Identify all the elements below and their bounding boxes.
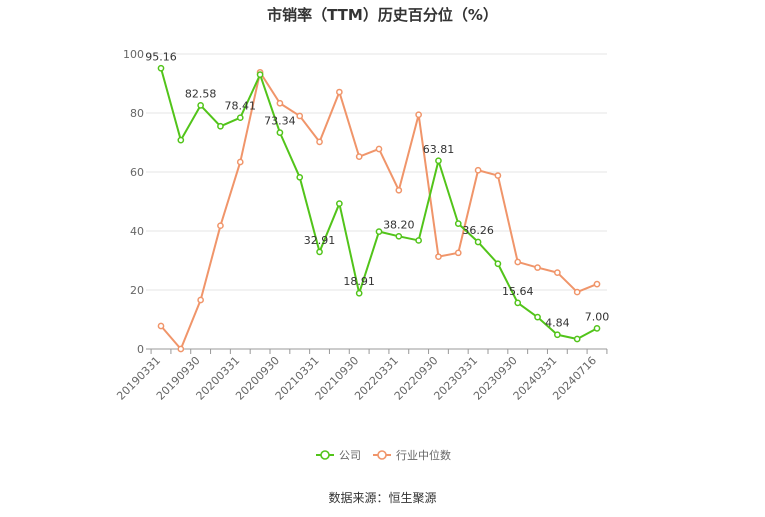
- data-label: 38.20: [383, 218, 415, 231]
- data-point: [375, 145, 383, 153]
- y-tick-label: 100: [123, 48, 144, 61]
- data-label: 36.26: [462, 224, 494, 237]
- legend-item-1[interactable]: 行业中位数: [373, 448, 451, 462]
- data-point: [157, 64, 165, 72]
- data-point: [177, 345, 185, 353]
- data-label: 18.91: [343, 275, 375, 288]
- data-label: 73.34: [264, 115, 296, 128]
- data-label: 32.91: [304, 234, 336, 247]
- data-point: [296, 173, 304, 181]
- x-tick-label: 20240716: [550, 354, 599, 403]
- data-point: [593, 325, 601, 332]
- data-label: 95.16: [145, 50, 177, 63]
- data-point: [256, 71, 264, 79]
- legend-label: 行业中位数: [396, 448, 451, 462]
- data-label: 78.41: [225, 100, 257, 113]
- data-point: [217, 122, 224, 130]
- data-point: [336, 88, 343, 96]
- data-point: [336, 200, 343, 207]
- legend-marker: [377, 450, 387, 460]
- data-labels: 95.16 82.58 78.41 73.34 32.91 18.91 38.20 63.81…: [145, 50, 609, 329]
- data-point: [474, 166, 482, 174]
- data-point: [454, 220, 462, 227]
- data-point: [236, 158, 244, 166]
- y-tick-label: 0: [137, 343, 144, 356]
- data-point: [177, 136, 185, 144]
- data-point: [316, 138, 323, 146]
- data-point: [435, 253, 442, 261]
- data-point: [296, 112, 304, 120]
- data-point: [554, 269, 561, 276]
- data-label: 4.84: [545, 317, 570, 330]
- data-point: [494, 260, 502, 268]
- data-point: [197, 102, 204, 109]
- data-point: [534, 313, 541, 321]
- x-axis: 2019033120190930202003312020093020210331…: [114, 348, 608, 403]
- legend-item-0[interactable]: 公司: [316, 449, 361, 462]
- data-point: [514, 258, 522, 266]
- data-point: [494, 172, 502, 179]
- data-label: 15.64: [502, 285, 534, 298]
- y-tick-label: 60: [130, 166, 144, 179]
- data-point: [217, 222, 224, 230]
- data-point: [415, 111, 422, 119]
- series-layer: [157, 64, 601, 353]
- data-point: [435, 157, 442, 165]
- chart-title: 市销率（TTM）历史百分位（%）: [267, 6, 498, 24]
- data-label: 63.81: [423, 143, 455, 156]
- data-point: [375, 228, 383, 235]
- data-point: [454, 249, 462, 257]
- data-label: 7.00: [585, 310, 610, 323]
- data-point: [276, 129, 284, 136]
- legend[interactable]: 公司 行业中位数: [316, 448, 451, 462]
- y-tick-label: 20: [130, 284, 144, 297]
- data-point: [197, 296, 204, 304]
- data-point: [395, 232, 403, 240]
- data-point: [157, 322, 165, 330]
- data-point: [573, 288, 581, 296]
- series-line-1: [160, 71, 598, 350]
- y-axis: 0 20 40 60 80 100: [123, 48, 144, 356]
- data-label: 82.58: [185, 87, 217, 100]
- source-note: 数据来源：恒生聚源: [328, 491, 437, 505]
- legend-marker: [320, 450, 330, 460]
- data-point: [573, 335, 581, 343]
- data-point: [355, 153, 363, 161]
- data-point: [474, 238, 482, 246]
- data-point: [276, 99, 284, 107]
- data-point: [415, 237, 422, 244]
- data-point: [395, 186, 403, 194]
- data-point: [355, 289, 363, 297]
- data-point: [514, 299, 522, 307]
- legend-label: 公司: [339, 449, 361, 462]
- data-point: [534, 264, 541, 271]
- data-point: [316, 248, 323, 256]
- data-point: [236, 114, 244, 122]
- y-tick-label: 80: [130, 107, 144, 120]
- data-point: [593, 280, 601, 288]
- data-point: [554, 331, 561, 339]
- y-tick-label: 40: [130, 225, 144, 238]
